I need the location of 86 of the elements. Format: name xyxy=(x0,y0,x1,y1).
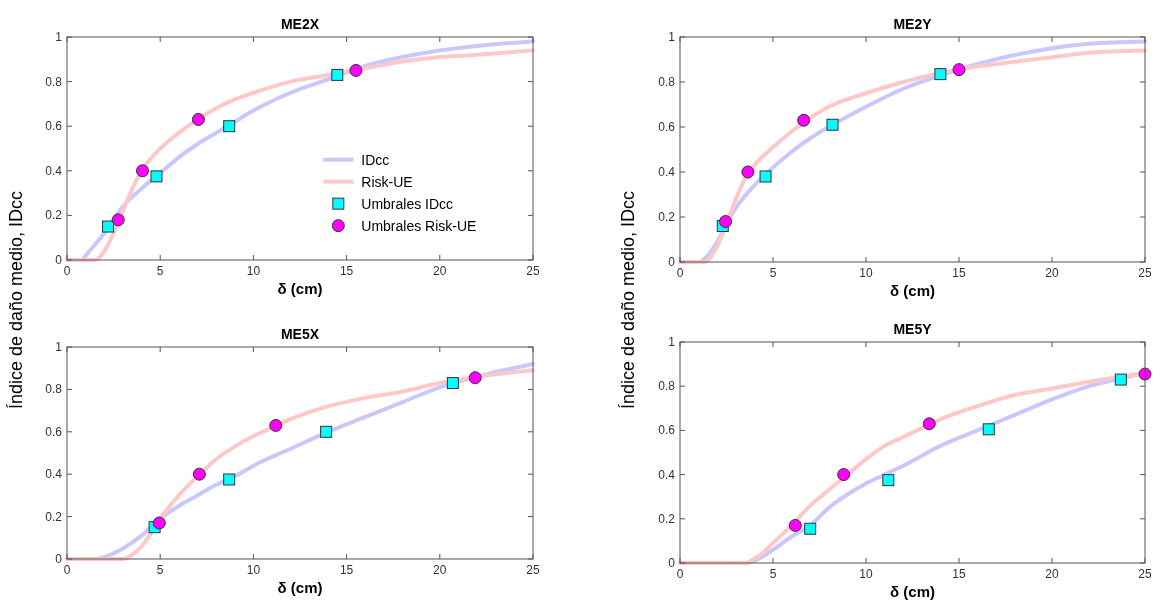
y-tick-label: 0.6 xyxy=(45,119,63,134)
y-axis-title: Índice de daño medio, IDcc xyxy=(618,190,638,410)
point xyxy=(1114,373,1127,386)
point xyxy=(223,120,236,133)
x-tick-label: 25 xyxy=(1138,567,1152,581)
x-tick-label: 5 xyxy=(769,266,777,280)
x-tick-label: 25 xyxy=(526,264,540,278)
y-tick-label: 0.4 xyxy=(658,165,676,179)
x-tick-label: 10 xyxy=(859,266,873,280)
chart-title: ME2X xyxy=(280,16,320,32)
x-tick-label: 25 xyxy=(526,563,540,577)
y-tick-label: 0.2 xyxy=(45,208,63,223)
point xyxy=(922,417,936,431)
x-tick-label: 20 xyxy=(1045,567,1059,581)
legend-label: Umbrales Risk-UE xyxy=(361,217,477,234)
point xyxy=(759,170,772,183)
point xyxy=(331,68,344,81)
y-tick-label: 0.8 xyxy=(658,75,676,89)
y-axis-title: Índice de daño medio, IDcc xyxy=(6,190,26,410)
point xyxy=(468,371,482,385)
y-tick-label: 1 xyxy=(668,30,676,44)
x-tick-label: 15 xyxy=(952,567,966,581)
point xyxy=(102,220,115,233)
point xyxy=(150,170,163,183)
y-tick-label: 0.4 xyxy=(658,467,676,482)
point xyxy=(320,425,333,438)
point xyxy=(349,63,363,77)
x-tick-label: 20 xyxy=(1045,266,1059,280)
point xyxy=(952,63,966,77)
x-tick-label: 15 xyxy=(339,264,354,278)
y-tick-label: 0 xyxy=(55,253,63,267)
y-tick-label: 1 xyxy=(55,30,63,44)
y-tick-label: 1 xyxy=(668,335,676,349)
point xyxy=(882,474,895,487)
chart-title: ME5Y xyxy=(893,321,933,337)
x-axis-title: δ (cm) xyxy=(890,282,935,299)
x-tick-label: 10 xyxy=(859,567,873,581)
point xyxy=(826,118,839,131)
x-tick-label: 15 xyxy=(952,266,966,280)
point xyxy=(152,516,166,530)
x-tick-label: 15 xyxy=(339,563,354,577)
x-tick-label: 5 xyxy=(156,264,164,278)
y-tick-label: 0 xyxy=(55,552,63,566)
y-tick-label: 0.6 xyxy=(658,423,676,438)
x-tick-label: 10 xyxy=(246,264,261,278)
x-axis-title: δ (cm) xyxy=(890,583,935,600)
y-tick-label: 0.2 xyxy=(658,511,676,526)
point xyxy=(223,473,236,486)
point xyxy=(934,68,947,81)
point xyxy=(719,215,733,228)
point xyxy=(982,423,995,436)
x-tick-label: 5 xyxy=(769,567,777,581)
point xyxy=(804,522,817,535)
x-axis-title: δ (cm) xyxy=(277,280,323,297)
x-tick-label: 5 xyxy=(156,563,164,577)
x-tick-label: 25 xyxy=(1138,266,1152,280)
point xyxy=(788,518,802,532)
point xyxy=(111,213,125,227)
point xyxy=(446,377,459,390)
y-tick-label: 0.8 xyxy=(658,379,676,394)
chart-title: ME2Y xyxy=(893,16,933,32)
legend-label: Umbrales IDcc xyxy=(361,195,454,212)
x-tick-label: 20 xyxy=(433,264,447,278)
legend-label: Risk-UE xyxy=(361,173,413,190)
point xyxy=(191,113,205,127)
y-tick-label: 0.6 xyxy=(658,120,676,134)
y-tick-label: 0.6 xyxy=(45,424,63,439)
point xyxy=(269,418,283,432)
point xyxy=(797,113,811,127)
x-tick-label: 20 xyxy=(433,563,447,577)
y-tick-label: 0.2 xyxy=(45,509,63,524)
y-tick-label: 0.4 xyxy=(45,163,63,178)
y-tick-label: 1 xyxy=(55,340,63,354)
y-tick-label: 0.8 xyxy=(45,74,63,89)
point xyxy=(837,468,851,482)
y-tick-label: 0.2 xyxy=(658,210,676,224)
chart-title: ME5X xyxy=(280,326,320,342)
y-tick-label: 0.8 xyxy=(45,382,63,397)
y-tick-label: 0 xyxy=(668,255,676,269)
y-tick-label: 0.4 xyxy=(45,467,63,482)
point xyxy=(741,165,755,179)
x-axis-title: δ (cm) xyxy=(277,579,323,596)
legend-label: IDcc xyxy=(361,151,390,168)
point xyxy=(192,467,206,481)
point xyxy=(135,164,149,178)
x-tick-label: 10 xyxy=(246,563,261,577)
